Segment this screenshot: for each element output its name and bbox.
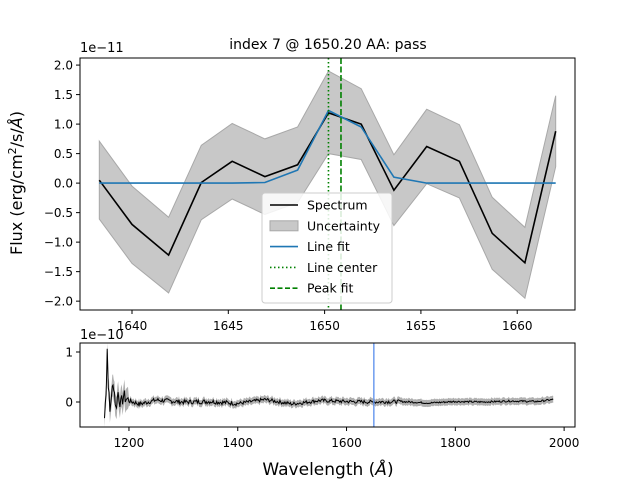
x-tick-label: 1200 bbox=[114, 436, 145, 450]
legend-label: Peak fit bbox=[307, 281, 354, 296]
y-tick-label: −0.5 bbox=[44, 206, 73, 220]
bottom-x-axis-label: Wavelength (Å) bbox=[262, 458, 393, 480]
x-tick-label: 1645 bbox=[213, 319, 244, 333]
y-tick-label: −1.5 bbox=[44, 265, 73, 279]
bottom-y-multiplier: 1e−10 bbox=[80, 328, 124, 343]
top-panel: index 7 @ 1650.20 AA: pass 1e−11 Flux (e… bbox=[6, 37, 576, 333]
legend-label: Uncertainty bbox=[307, 218, 381, 233]
top-axes-frame bbox=[79, 57, 576, 311]
y-tick-label: 1.0 bbox=[54, 118, 73, 132]
spectrum-line bbox=[98, 111, 557, 265]
y-tick-label: 0 bbox=[65, 396, 73, 410]
top-chart-title: index 7 @ 1650.20 AA: pass bbox=[229, 37, 426, 53]
y-tick-label: 2.0 bbox=[54, 59, 73, 73]
legend-label: Spectrum bbox=[307, 198, 368, 213]
y-tick-label: −2.0 bbox=[44, 295, 73, 309]
y-tick-label: 1 bbox=[65, 346, 73, 360]
x-tick-label: 1655 bbox=[406, 319, 437, 333]
legend-label: Line center bbox=[307, 260, 378, 275]
bottom-axes: 1200 1400 1600 1800 2000 1 0 bbox=[65, 342, 580, 450]
top-y-axis-label: Flux (erg/cm2/s/Å) bbox=[6, 111, 26, 255]
bottom-panel: 1e−10 1200 1400 1600 1800 2000 1 0 Wavelength … bbox=[65, 328, 579, 480]
x-tick-label: 1640 bbox=[117, 319, 148, 333]
x-tick-label: 2000 bbox=[549, 436, 580, 450]
legend-label: Line fit bbox=[307, 239, 350, 254]
x-tick-label: 1800 bbox=[440, 436, 471, 450]
x-tick-label: 1600 bbox=[331, 436, 362, 450]
x-tick-label: 1400 bbox=[222, 436, 253, 450]
overview-uncertainty-band bbox=[104, 343, 554, 427]
bottom-plot-area bbox=[104, 343, 554, 427]
uncertainty-band bbox=[98, 70, 557, 300]
overview-spectrum-line bbox=[104, 348, 554, 419]
legend: Spectrum Uncertainty Line fit Line center Pe… bbox=[261, 192, 393, 304]
bottom-axes-frame bbox=[79, 342, 576, 428]
legend-swatch bbox=[269, 220, 299, 232]
y-tick-label: 0.5 bbox=[54, 147, 73, 161]
top-y-multiplier: 1e−11 bbox=[80, 41, 124, 56]
y-tick-label: 1.5 bbox=[54, 88, 73, 102]
top-axes: 1640 1645 1650 1655 1660 2.0 1.5 1.0 0.5 0.0 −0.5 −… bbox=[44, 57, 576, 333]
x-tick-label: 1650 bbox=[309, 319, 340, 333]
x-tick-label: 1660 bbox=[502, 319, 533, 333]
y-tick-label: −1.0 bbox=[44, 236, 73, 250]
y-tick-label: 0.0 bbox=[54, 177, 73, 191]
